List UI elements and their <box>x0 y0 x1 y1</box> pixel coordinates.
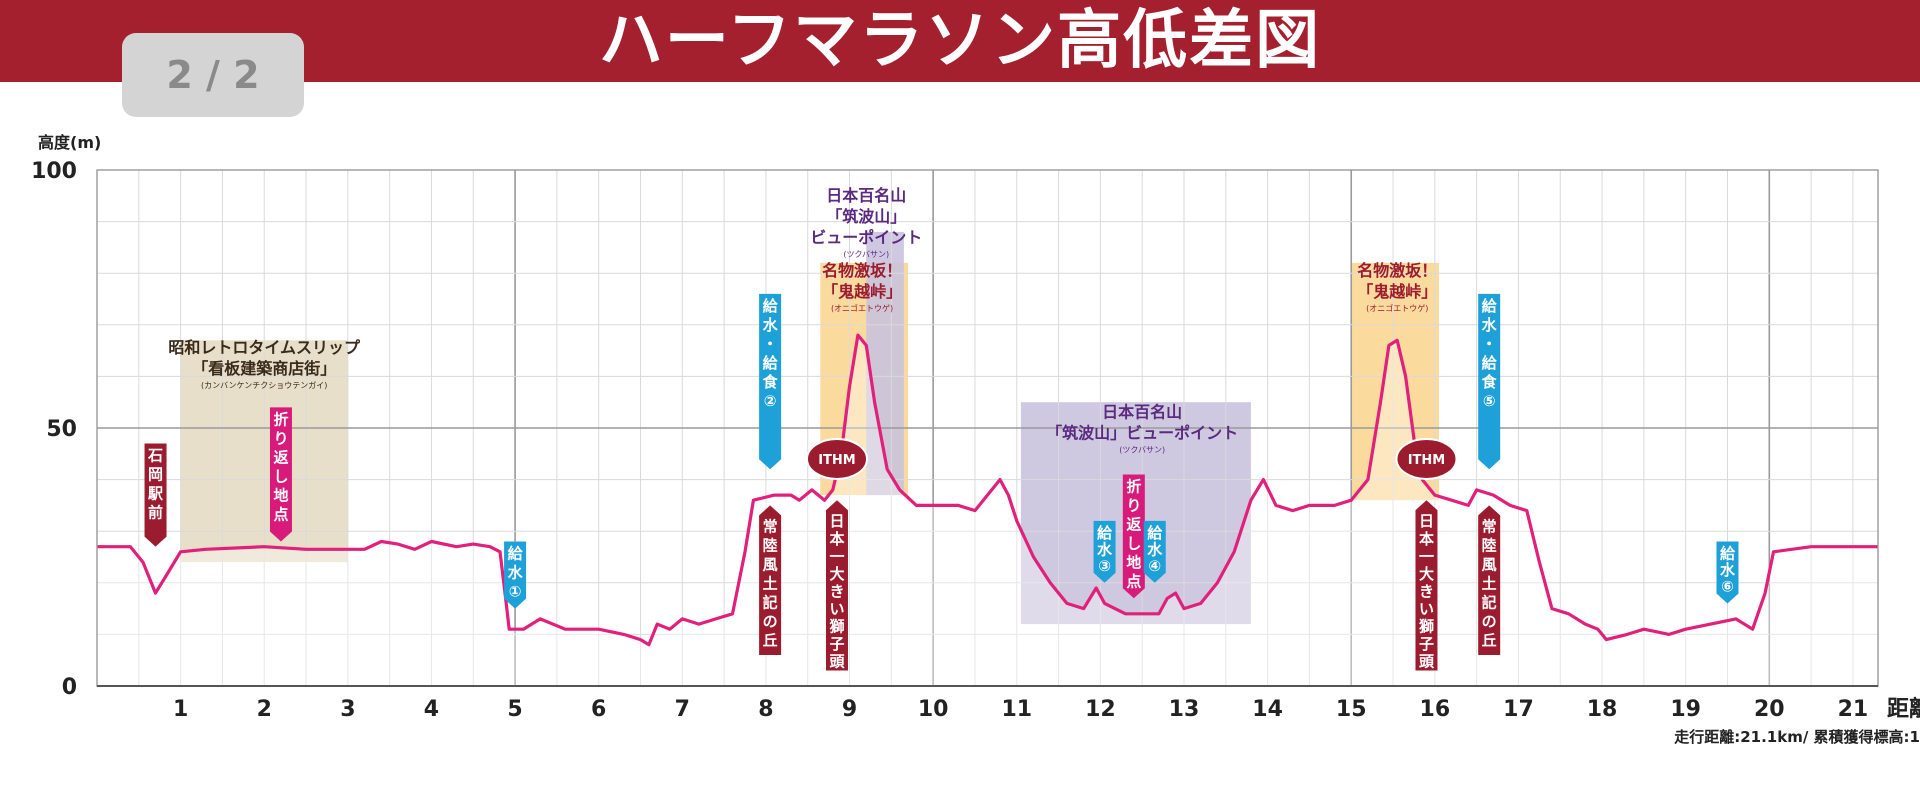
footnote: 走行距離:21.1km/ 累積獲得標高:1 <box>1674 728 1920 746</box>
marker-flag <box>269 407 292 542</box>
logo-shape <box>1395 437 1458 480</box>
logo-text: ITHM <box>1408 453 1446 468</box>
course-marker: 給水・給食 ⑤ <box>1478 293 1501 470</box>
x-axis-label: 距離 <box>1887 696 1920 722</box>
annotation-text: ビューポイント <box>810 228 922 247</box>
annotation-text: 「看板建築商店街」 <box>192 359 336 378</box>
marker-flag <box>1143 520 1166 583</box>
marker-flag <box>1716 541 1739 604</box>
x-tick-label: 11 <box>1001 697 1032 722</box>
course-marker: 折り返し地点 <box>269 407 292 542</box>
y-tick-label: 0 <box>62 675 77 700</box>
logo-text: ITHM <box>818 453 856 468</box>
header-banner: ハーフマラソン高低差図 <box>0 0 1920 82</box>
x-tick-label: 12 <box>1085 697 1116 722</box>
x-tick-label: 1 <box>173 697 188 722</box>
elevation-line <box>97 333 1878 647</box>
annotation-ruby: (ツクバサン) <box>1119 446 1165 455</box>
x-tick-label: 7 <box>675 697 690 722</box>
course-marker: 給水 ③ <box>1093 520 1116 583</box>
chart-grid <box>97 169 1878 686</box>
marker-label: 折り返し地点 <box>1126 477 1141 590</box>
marker-flag <box>1415 500 1438 671</box>
annotation-text: 名物激坂！ <box>1357 261 1437 280</box>
annotation-text: 「筑波山」 <box>826 207 906 226</box>
course-marker: 常陸風土記の丘 <box>759 505 782 656</box>
marker-label: 常陸風土記の丘 <box>763 517 778 649</box>
page-indicator[interactable]: 2 / 2 <box>122 33 304 117</box>
annotation-text: 日本百名山 <box>826 186 906 205</box>
ithm-logo: ITHM <box>1395 437 1458 480</box>
annotation-text: 「鬼越峠」 <box>822 282 902 301</box>
x-tick-label: 13 <box>1169 697 1200 722</box>
marker-flag <box>1478 293 1501 470</box>
annotation-ruby: (オニゴエトウゲ) <box>831 303 893 313</box>
elevation-series <box>97 333 1878 686</box>
annotation-ruby: (オニゴエトウゲ) <box>1366 303 1428 313</box>
marker-flag <box>1093 520 1116 583</box>
y-axis-label: 高度(m) <box>38 133 101 152</box>
marker-label: 給水 ④ <box>1147 524 1163 575</box>
x-tick-label: 20 <box>1754 697 1785 722</box>
marker-label: 給水 ⑥ <box>1720 545 1736 596</box>
marker-label: 給水 ① <box>508 545 524 601</box>
x-tick-label: 14 <box>1252 697 1283 722</box>
marker-flag <box>1478 505 1501 656</box>
course-marker: 常陸風土記の丘 <box>1478 505 1501 656</box>
annotation-ruby: (ツクバサン) <box>843 250 889 259</box>
annotations: 昭和レトロタイムスリップ「看板建築商店街」 (カンバンケンチクショウテンガイ) 日本… <box>168 186 1437 455</box>
x-tick-label: 18 <box>1587 697 1618 722</box>
marker-label: 給水・給食 ⑤ <box>1482 297 1498 410</box>
x-tick-label: 10 <box>918 697 949 722</box>
annotation-ruby: (カンバンケンチクショウテンガイ) <box>201 380 327 390</box>
x-tick-label: 5 <box>507 697 522 722</box>
marker-label: 日本一大きい獅子頭 <box>1418 512 1435 670</box>
marker-flag <box>759 293 782 470</box>
x-tick-label: 4 <box>424 697 439 722</box>
course-marker: 給水 ⑥ <box>1716 541 1739 604</box>
annotation-text: 名物激坂！ <box>822 261 902 280</box>
marker-flag <box>1122 474 1145 599</box>
course-marker: 折り返し地点 <box>1122 474 1145 599</box>
course-marker: 石岡駅前 <box>144 443 167 547</box>
marker-label: 日本一大きい獅子頭 <box>828 512 845 670</box>
ithm-logo: ITHM <box>805 437 868 480</box>
logo-shape <box>805 437 868 480</box>
marker-flag <box>759 505 782 656</box>
x-tick-label: 6 <box>591 697 606 722</box>
marker-flag <box>504 541 527 609</box>
elevation-area <box>97 335 1878 686</box>
course-marker: 給水 ① <box>504 541 527 609</box>
course-marker: 給水 ④ <box>1143 520 1166 583</box>
marker-label: 給水 ③ <box>1097 524 1113 575</box>
marker-label: 石岡駅前 <box>147 446 164 521</box>
annotation-text: 「鬼越峠」 <box>1357 282 1437 301</box>
x-tick-label: 8 <box>758 697 773 722</box>
marker-flag <box>825 500 848 671</box>
annotation-text: 昭和レトロタイムスリップ <box>168 338 361 357</box>
annotation-text: 日本百名山 <box>1102 403 1182 422</box>
marker-label: 常陸風土記の丘 <box>1482 517 1497 649</box>
x-tick-label: 19 <box>1670 697 1701 722</box>
annotation-text: 「筑波山」ビューポイント <box>1046 424 1238 443</box>
x-tick-label: 15 <box>1336 697 1367 722</box>
y-tick-label: 100 <box>31 159 77 184</box>
page-title: ハーフマラソン高低差図 <box>598 4 1322 78</box>
x-tick-label: 16 <box>1420 697 1451 722</box>
x-tick-label: 3 <box>340 697 355 722</box>
x-tick-label: 17 <box>1503 697 1534 722</box>
y-tick-label: 50 <box>46 417 77 442</box>
course-marker: 日本一大きい獅子頭 <box>1415 500 1438 671</box>
chart-axes: 1 2 3 4 5 6 7 8 9 10 11 12 13 14 15 16 17 18 19 20 21050100高… <box>31 133 1920 746</box>
x-tick-label: 9 <box>842 697 857 722</box>
course-marker: 給水・給食 ② <box>759 293 782 470</box>
marker-flag <box>144 443 167 547</box>
marker-label: 給水・給食 ② <box>763 297 779 410</box>
marker-label: 折り返し地点 <box>273 410 288 523</box>
x-tick-label: 2 <box>257 697 272 722</box>
x-tick-label: 21 <box>1838 697 1869 722</box>
course-marker: 日本一大きい獅子頭 <box>825 500 848 671</box>
